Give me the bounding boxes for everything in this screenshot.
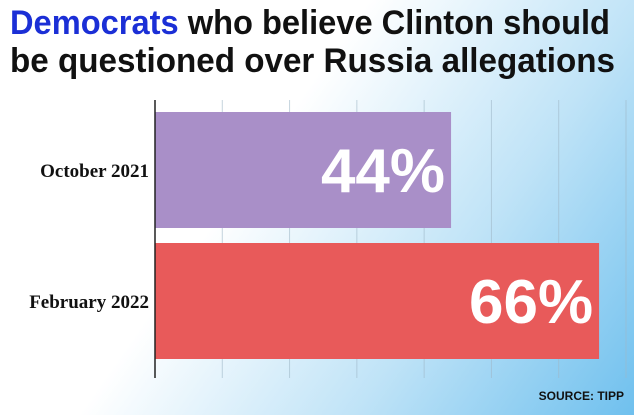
bar <box>155 112 452 228</box>
bar <box>155 243 600 359</box>
value-label: 66% <box>469 268 593 337</box>
title-line: who believe Clinton should <box>187 4 610 42</box>
value-label: 44% <box>321 137 445 206</box>
y-tick-label: October 2021 <box>40 161 149 182</box>
title-highlight: Democrats <box>10 4 179 42</box>
chart-title: be questioned over Russia allegations <box>10 42 615 80</box>
source: SOURCE: TIPP <box>539 389 624 403</box>
y-tick-label: February 2022 <box>29 292 149 313</box>
chart-title: Democrats who believe Clinton should <box>10 4 610 42</box>
